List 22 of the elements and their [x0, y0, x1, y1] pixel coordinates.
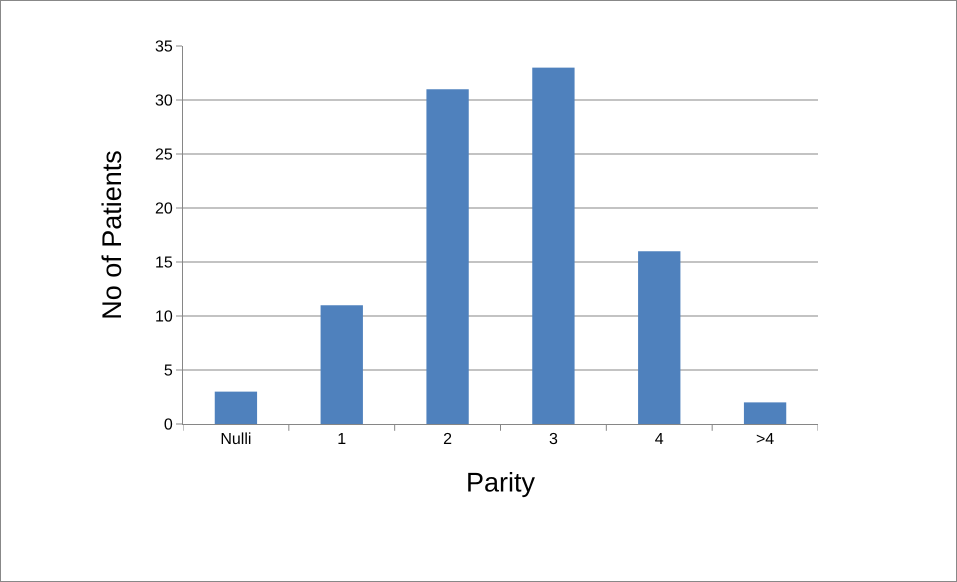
y-tick-label: 35: [155, 38, 173, 56]
bar: [426, 89, 469, 424]
x-axis-title: Parity: [466, 468, 536, 498]
y-axis-title: No of Patients: [97, 150, 128, 320]
x-tick-label: 4: [654, 431, 664, 448]
bar: [638, 251, 680, 424]
x-tick-label: 1: [337, 431, 346, 448]
bar: [214, 392, 258, 424]
bar: [744, 402, 786, 424]
bar: [532, 68, 575, 424]
x-tick-label: 3: [548, 431, 558, 448]
bar: [320, 305, 363, 424]
y-tick-label: 10: [155, 308, 173, 326]
y-tick-label: 30: [155, 92, 173, 110]
y-tick-label: 25: [155, 146, 173, 164]
x-tick-label: 2: [443, 431, 452, 448]
y-tick-label: 20: [155, 200, 173, 218]
x-tick-label: >4: [756, 431, 774, 448]
y-tick-label: 0: [164, 416, 173, 434]
x-tick-label: Nulli: [220, 431, 252, 448]
y-tick-label: 5: [164, 362, 173, 380]
y-tick-label: 15: [155, 254, 173, 272]
